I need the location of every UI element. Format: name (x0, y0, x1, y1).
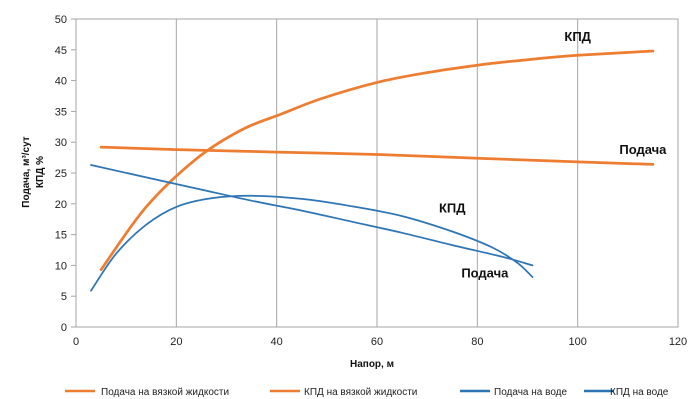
x-tick-label: 0 (73, 336, 79, 348)
series-water-flow-line (90, 164, 534, 267)
tick-labels: 0 20 40 60 80 100 120 0 5 10 15 20 25 30 35 40 45 50 (55, 14, 687, 348)
series-viscous-efficiency-line (99, 49, 655, 272)
x-tick-label: 40 (271, 336, 283, 348)
y-tick-label: 20 (55, 199, 67, 211)
annotations: КПД Подача КПД Подача (439, 29, 667, 281)
y-tick-label: 15 (55, 230, 67, 242)
x-tick-label: 100 (568, 336, 586, 348)
curve-annotation: Подача (619, 142, 667, 157)
y-tick-label: 30 (55, 137, 67, 149)
y-tick-label: 50 (55, 14, 67, 26)
series-lines (90, 49, 655, 292)
x-tick-label: 20 (170, 336, 182, 348)
y-tick-label: 0 (61, 322, 67, 334)
legend-label-viscous-flow: Подача на вязкой жидкости (101, 387, 229, 398)
curve-annotation: КПД (439, 200, 466, 215)
y-tick-label: 25 (55, 168, 67, 180)
x-tick-label: 60 (371, 336, 383, 348)
legend: Подача на вязкой жидкости КПД на вязкой … (65, 387, 669, 398)
y-axis-title-line2: КПД % (35, 156, 46, 188)
y-tick-label: 10 (55, 260, 67, 272)
y-axis-title-line1: Подача, м³/сут (21, 136, 32, 207)
legend-label-water-flow: Подача на воде (494, 387, 567, 398)
y-tick-label: 45 (55, 45, 67, 57)
legend-label-water-efficiency: КПД на воде (610, 387, 669, 398)
x-tick-label: 120 (669, 336, 687, 348)
curve-annotation: Подача (461, 266, 509, 281)
x-axis-title: Напор, м (350, 359, 394, 370)
series-water-efficiency-line (90, 194, 534, 292)
legend-label-viscous-efficiency: КПД на вязкой жидкости (304, 387, 417, 398)
curve-annotation: КПД (564, 29, 591, 44)
y-tick-label: 5 (61, 291, 67, 303)
y-tick-label: 40 (55, 76, 67, 88)
y-tick-label: 35 (55, 106, 67, 118)
x-tick-label: 80 (471, 336, 483, 348)
series-viscous-flow-line (99, 145, 655, 166)
grid (71, 18, 679, 328)
